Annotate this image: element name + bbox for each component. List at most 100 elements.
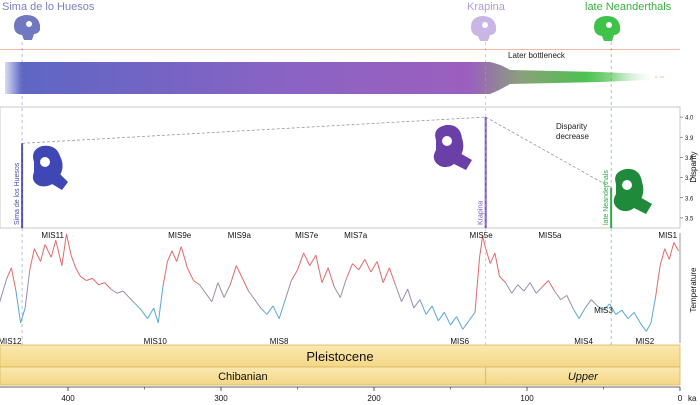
- mis-label: MIS9e: [168, 231, 192, 240]
- temperature-curve: [0, 233, 679, 332]
- temperature-segment: [419, 299, 427, 315]
- temperature-segment: [333, 286, 341, 298]
- temperature-segment: [485, 248, 491, 264]
- temperature-segment: [128, 297, 136, 305]
- disparity-bar-label: Krapina: [478, 201, 485, 225]
- skull-neanderthal-icon: [594, 16, 620, 41]
- temperature-segment: [603, 303, 610, 311]
- temperature-segment: [315, 254, 323, 283]
- temperature-segment: [6, 267, 12, 279]
- temperature-segment: [303, 252, 311, 266]
- temperature-segment: [590, 299, 598, 307]
- temperature-segment: [668, 242, 675, 260]
- temperature-segment: [364, 259, 372, 273]
- temperature-segment: [456, 316, 464, 330]
- disparity-tick-label: 3.8: [685, 156, 694, 162]
- temperature-segment: [639, 322, 647, 332]
- disparity-axis-label: Disparity: [689, 151, 698, 182]
- temperature-segment: [505, 282, 513, 294]
- temperature-segment: [560, 294, 568, 301]
- temperature-segment: [70, 254, 77, 268]
- temperature-segment: [217, 282, 225, 298]
- temperature-segment: [664, 248, 670, 260]
- temperature-segment: [116, 290, 124, 294]
- temperature-segment: [655, 265, 661, 298]
- temperature-segment: [50, 240, 57, 258]
- temperature-segment: [673, 242, 679, 252]
- temperature-segment: [39, 244, 46, 262]
- temperature-segment: [33, 248, 41, 262]
- stage-bar: [485, 366, 681, 386]
- temperature-segment: [248, 290, 256, 300]
- temperature-segment: [437, 312, 445, 322]
- temperature-segment: [370, 261, 378, 273]
- time-tick-label: 0: [678, 394, 683, 403]
- temperature-segment: [278, 299, 286, 319]
- ear-bone-krapina-icon: [433, 124, 472, 170]
- disparity-tick-label: 3.9: [685, 136, 694, 142]
- temperature-segment: [266, 305, 274, 315]
- temperature-segment: [211, 282, 219, 302]
- mis-label: MIS3: [594, 306, 613, 315]
- temperature-segment: [609, 303, 617, 315]
- mis-label: MIS12: [0, 337, 22, 346]
- temperature-segment: [339, 278, 347, 298]
- temperature-segment: [134, 303, 142, 311]
- time-axis-ticks: 400 300 200 100 0 ka: [61, 387, 697, 403]
- stage-bars: Chibanian Upper: [0, 366, 681, 386]
- temperature-segment: [645, 322, 652, 332]
- mis-label: MIS10: [144, 337, 168, 346]
- temperature-segment: [431, 305, 439, 321]
- temperature-segment: [659, 248, 666, 266]
- temperature-segment: [147, 307, 155, 319]
- temperature-segment: [199, 284, 207, 294]
- site-label-sima: Sima de lo Huesos: [2, 1, 95, 13]
- mis-label: MIS1: [658, 231, 677, 240]
- temperature-segment: [425, 305, 433, 315]
- mis-label: MIS4: [574, 337, 593, 346]
- temperature-segment: [110, 288, 118, 294]
- bottleneck-label: Later bottleneck: [508, 51, 566, 60]
- mis-label: MIS8: [270, 337, 289, 346]
- temperature-segment: [517, 284, 525, 292]
- temperature-segment: [205, 292, 213, 303]
- temperature-segment: [547, 280, 555, 292]
- disparity-frame: [0, 106, 681, 229]
- temperature-segment: [345, 263, 354, 279]
- ear-bone-neanderthal-icon: [613, 168, 652, 214]
- band-left-fade: [0, 58, 22, 98]
- temperature-segment: [627, 311, 635, 320]
- temperature-segment: [166, 250, 173, 262]
- temperature-segment: [180, 246, 188, 268]
- disparity-tick-label: 4.0: [685, 116, 694, 122]
- temperature-segment: [494, 252, 500, 277]
- temperature-segment: [615, 309, 623, 315]
- temperature-segment: [450, 316, 458, 326]
- temperature-segment: [20, 307, 26, 324]
- time-tick-label: 400: [61, 394, 75, 403]
- temperature-segment: [223, 284, 231, 298]
- temperature-segment: [578, 307, 586, 319]
- temperature-segment: [157, 286, 164, 323]
- temperature-segment: [535, 286, 543, 294]
- band-right-fade: [610, 58, 655, 98]
- mis-label: MIS7e: [295, 231, 319, 240]
- temperature-segment: [186, 267, 194, 281]
- population-band: Later bottleneck: [0, 51, 665, 98]
- temperature-segment: [572, 307, 580, 319]
- temperature-segment: [523, 282, 531, 292]
- disparity-trend-lines: [22, 116, 612, 189]
- time-tick-label: 100: [520, 394, 534, 403]
- population-band-shape: [5, 62, 650, 94]
- disparity-decrease-line-2: decrease: [556, 132, 589, 141]
- temperature-segment: [29, 248, 35, 271]
- temperature-segment: [388, 267, 396, 285]
- temperature-segment: [584, 299, 592, 309]
- temperature-segment: [541, 280, 549, 288]
- disparity-trend-increase: [22, 116, 486, 144]
- temperature-panel: MIS12 MIS11 MIS10 MIS9e MIS9a MIS8 MIS7e MIS7a M…: [0, 231, 698, 346]
- temperature-segment: [260, 307, 268, 315]
- temperature-segment: [297, 252, 305, 271]
- site-header: Sima de lo Huesos Krapina late Neanderth…: [0, 1, 680, 50]
